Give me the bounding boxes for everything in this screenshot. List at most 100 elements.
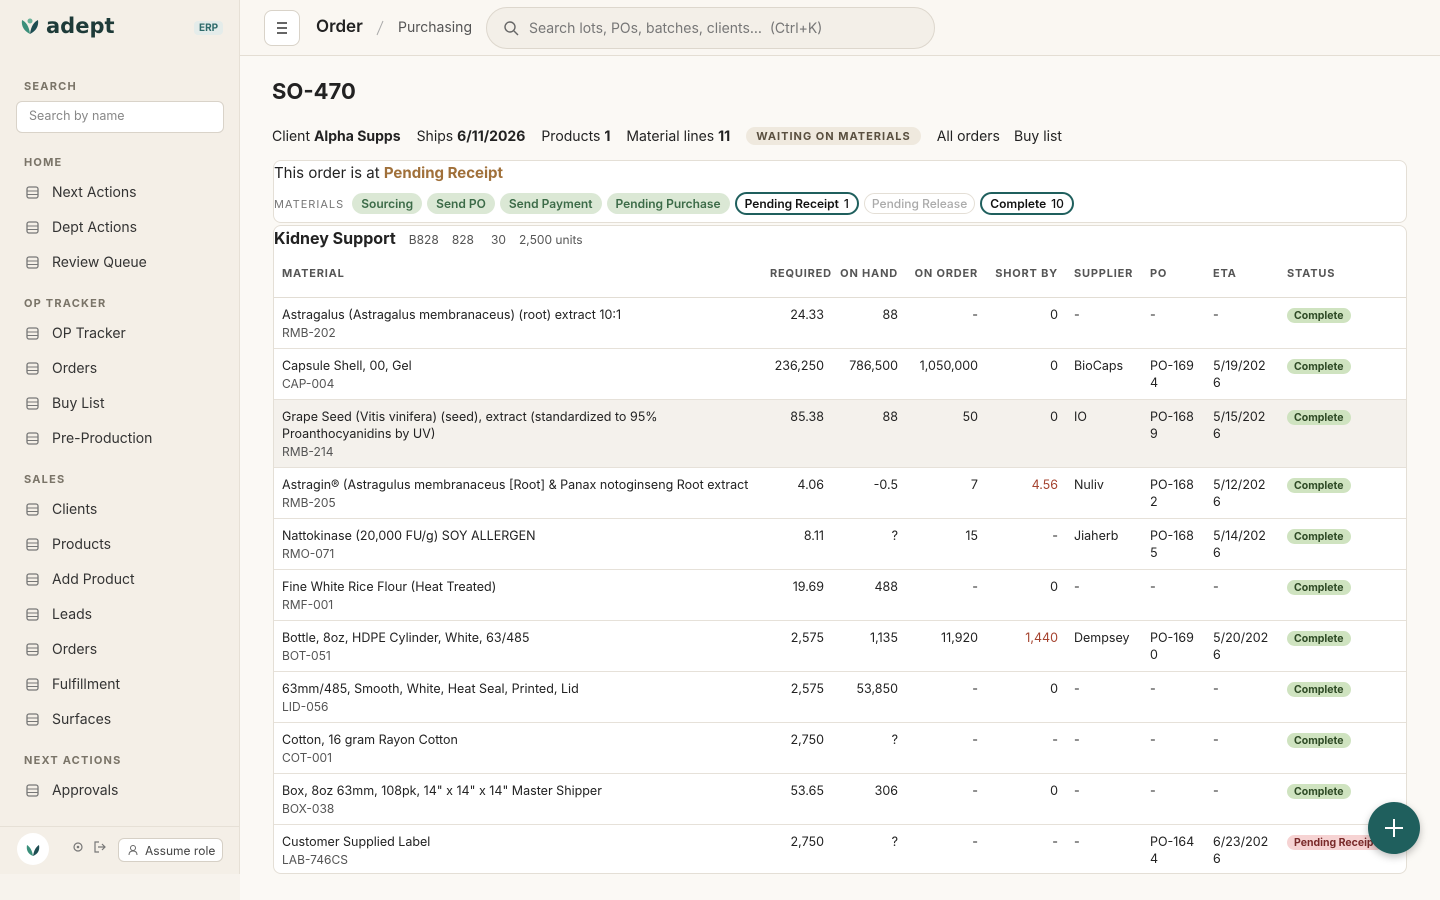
cell-short-by: 0 xyxy=(986,671,1066,723)
cell-po: - xyxy=(1142,569,1205,621)
table-row[interactable]: Grape Seed (Vitis vinifera) (seed), extr… xyxy=(274,399,1406,468)
stage-pill[interactable]: Pending Receipt 1 xyxy=(734,192,859,215)
settings-icon[interactable] xyxy=(72,841,84,853)
meta-item: Client Alpha Supps xyxy=(272,128,401,145)
link[interactable]: All orders xyxy=(936,127,1000,145)
cell-supplier: BioCaps xyxy=(1066,348,1142,400)
add-button[interactable] xyxy=(1368,802,1420,854)
nav-label: Orders xyxy=(52,360,98,377)
nav-icon xyxy=(26,432,39,445)
nav-icon xyxy=(26,362,39,375)
cell-po: PO-1690 xyxy=(1142,620,1205,672)
cell-short-by: - xyxy=(986,824,1066,873)
material-code: RMB-202 xyxy=(282,324,336,340)
table-row[interactable]: Capsule Shell, 00, Gel CAP-004 236,250 786,… xyxy=(274,348,1406,400)
cell-text: - xyxy=(1150,681,1156,697)
column-header: REQUIRED xyxy=(762,250,832,298)
material-name: Customer Supplied Label xyxy=(282,834,431,850)
table-row[interactable]: Fine White Rice Flour (Heat Treated) RMF-… xyxy=(274,569,1406,621)
table-row[interactable]: Cotton, 16 gram Rayon Cotton COT-001 2,750… xyxy=(274,722,1406,774)
cell-text: - xyxy=(1074,579,1080,595)
meta-value: 6/11/2026 xyxy=(457,127,526,145)
cell-material: Fine White Rice Flour (Heat Treated) RMF-… xyxy=(274,569,762,621)
stage-pill[interactable]: Send PO xyxy=(427,193,495,214)
table-row[interactable]: Bottle, 8oz, HDPE Cylinder, White, 63/48… xyxy=(274,620,1406,672)
nav-item[interactable]: Add Product xyxy=(0,562,240,597)
cell-text: PO-1685 xyxy=(1150,528,1194,561)
stage-pill[interactable]: Send Payment xyxy=(499,193,602,214)
assume-role-button[interactable]: Assume role xyxy=(118,838,223,862)
logout-icon[interactable] xyxy=(94,841,106,853)
table-row[interactable]: 63mm/485, Smooth, White, Heat Seal, Prin… xyxy=(274,671,1406,723)
breadcrumb[interactable]: Purchasing xyxy=(398,19,473,36)
global-search[interactable]: Search lots, POs, batches, clients... (C… xyxy=(486,7,935,49)
stage-pill[interactable]: Complete 10 xyxy=(980,192,1074,215)
search-icon xyxy=(504,21,519,36)
column-header: ON HAND xyxy=(832,250,906,298)
table-row[interactable]: Box, 8oz 63mm, 108pk, 14" x 14" x 14" Ma… xyxy=(274,773,1406,825)
link[interactable]: Buy list xyxy=(1013,127,1062,145)
table-row[interactable]: Customer Supplied Label LAB-746CS 2,750? - -… xyxy=(274,824,1406,873)
cell-text: - xyxy=(1052,528,1058,544)
product-code: B828 xyxy=(408,232,439,247)
cell-text: 11,920 xyxy=(941,630,978,646)
cell-text: 2,750 xyxy=(790,732,824,748)
status-pill: Complete xyxy=(1287,732,1351,748)
stage-pill[interactable]: Sourcing xyxy=(352,193,423,214)
cell-on-hand: 488 xyxy=(832,569,906,621)
cell-text: - xyxy=(1213,307,1219,323)
stage-count: 10 xyxy=(1051,196,1064,211)
cell-text: 236,250 xyxy=(774,358,824,374)
cell-text: BioCaps xyxy=(1074,358,1124,374)
search-input[interactable]: Search by name xyxy=(16,101,224,133)
cell-required: 2,575 xyxy=(762,620,832,672)
nav-item[interactable]: Approvals xyxy=(0,773,240,808)
table-row[interactable]: Astragalus (Astragalus membranaceus) (ro… xyxy=(274,297,1406,349)
cell-on-hand: 53,850 xyxy=(832,671,906,723)
table-row[interactable]: Astragin® (Astragulus membranaceus [Root… xyxy=(274,467,1406,519)
nav-item[interactable]: Dept Actions xyxy=(0,210,240,245)
table-row[interactable]: Nattokinase (20,000 FU/g) SOY ALLERGEN RM… xyxy=(274,518,1406,570)
stage-pill[interactable]: Pending Purchase xyxy=(606,193,730,214)
cell-text: - xyxy=(972,834,978,850)
nav-item[interactable]: Next Actions xyxy=(0,175,240,210)
menu-button[interactable] xyxy=(264,10,300,46)
stage-panel: This order is at Pending Receipt MATERIA… xyxy=(273,160,1407,223)
nav-item[interactable]: Surfaces xyxy=(0,702,240,737)
cell-text: 15 xyxy=(965,528,978,544)
cell-text: - xyxy=(1074,681,1080,697)
material-name: Cotton, 16 gram Rayon Cotton xyxy=(282,732,458,748)
cell-po: PO-1689 xyxy=(1142,399,1205,468)
cell-short-by: 0 xyxy=(986,569,1066,621)
nav-item[interactable]: Orders xyxy=(0,351,240,386)
nav-item[interactable]: Fulfillment xyxy=(0,667,240,702)
stage-pill[interactable]: Pending Release xyxy=(863,193,976,214)
nav-item[interactable]: Pre-Production xyxy=(0,421,240,456)
nav-item[interactable]: Clients xyxy=(0,492,240,527)
cell-text: - xyxy=(1150,783,1156,799)
cell-text: - xyxy=(972,732,978,748)
section-title: NEXT ACTIONS xyxy=(24,753,122,767)
cell-status: Complete xyxy=(1279,518,1406,570)
nav-item[interactable]: Products xyxy=(0,527,240,562)
avatar[interactable] xyxy=(17,833,49,865)
status-pill: Complete xyxy=(1287,579,1351,595)
product-header: Kidney Support B828 828 30 2,500 units xyxy=(274,228,583,248)
section-title: SEARCH xyxy=(24,79,77,93)
nav-item[interactable]: OP Tracker xyxy=(0,316,240,351)
nav-item[interactable]: Leads xyxy=(0,597,240,632)
main: SO-470 Client Alpha Supps Ships 6/11/2026… xyxy=(240,56,1440,900)
cell-text: 6/23/2026 xyxy=(1213,834,1269,867)
nav-item[interactable]: Review Queue xyxy=(0,245,240,280)
product-code: 2,500 units xyxy=(518,232,583,247)
nav-item[interactable]: Buy List xyxy=(0,386,240,421)
material-name: Fine White Rice Flour (Heat Treated) xyxy=(282,579,497,595)
nav-item[interactable]: Orders xyxy=(0,632,240,667)
cell-text: 7 xyxy=(970,477,978,493)
brand[interactable]: adept xyxy=(20,14,115,38)
cell-short-by: 1,440 xyxy=(986,620,1066,672)
cell-short-by: 0 xyxy=(986,399,1066,468)
nav-label: Orders xyxy=(52,641,98,658)
nav-icon xyxy=(26,538,39,551)
status-pill: Pending Receipt xyxy=(1287,834,1385,850)
